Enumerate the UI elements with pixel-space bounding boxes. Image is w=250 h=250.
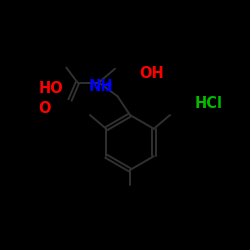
Text: HO: HO [39,81,64,96]
Text: OH: OH [139,66,164,81]
Text: O: O [38,101,51,116]
Text: NH: NH [89,79,114,94]
Text: 2: 2 [104,83,112,93]
Text: HCl: HCl [195,96,223,111]
